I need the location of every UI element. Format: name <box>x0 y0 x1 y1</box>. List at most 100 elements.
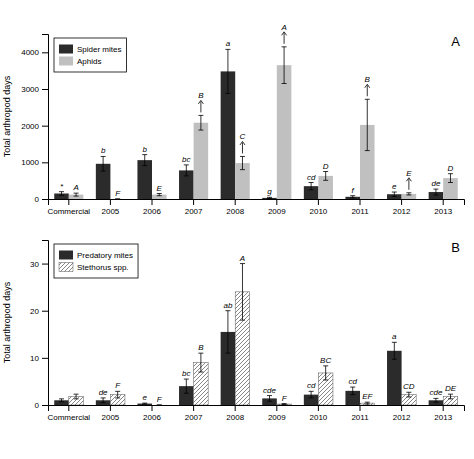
y-tick: 10 <box>30 354 48 363</box>
error-cap <box>392 192 397 193</box>
series <box>69 264 458 405</box>
y-tick: 0 <box>35 401 48 410</box>
y-axis-title: Total arthropod days <box>2 75 12 157</box>
annotation-label: de <box>431 179 440 188</box>
error-bar <box>74 193 79 196</box>
y-axis: 01000200030004000 <box>21 35 48 205</box>
x-tick: 2010 <box>310 199 328 216</box>
error-line <box>200 353 201 372</box>
legend-swatch <box>59 263 73 272</box>
error-cap <box>448 182 453 183</box>
annotation-label: B <box>365 75 371 84</box>
error-bar <box>157 194 162 196</box>
error-cap <box>157 405 162 406</box>
error-cap <box>59 191 64 192</box>
error-cap <box>240 320 245 321</box>
annotation-label: EF <box>362 392 373 401</box>
legend-label: Spider mites <box>77 45 121 54</box>
bar <box>262 198 277 199</box>
x-tick-mark <box>443 405 444 411</box>
error-cap <box>101 397 106 398</box>
error-bar <box>323 366 328 380</box>
error-bar <box>142 403 147 405</box>
error-bar <box>225 311 230 353</box>
annotation-label: f <box>352 186 355 195</box>
x-tick-mark <box>110 199 111 205</box>
x-tick-label: 2010 <box>310 413 328 422</box>
error-bar <box>448 174 453 183</box>
legend-box <box>54 38 126 72</box>
y-tick: 2000 <box>21 122 48 131</box>
x-tick-label: 2009 <box>268 413 286 422</box>
x-axis: Commercial200520062007200820092010201120… <box>47 199 464 216</box>
y-tick-label: 0 <box>35 401 40 410</box>
error-cap <box>74 193 79 194</box>
caret-arrow-head <box>240 141 245 145</box>
y-tick: 3000 <box>21 85 48 94</box>
y-tick: 4000 <box>21 48 48 57</box>
chart-root: 01000200030004000Commercial2005200620072… <box>0 0 474 459</box>
error-line <box>61 399 62 402</box>
x-tick-label: 2008 <box>226 207 244 216</box>
x-tick: 2005 <box>102 405 120 422</box>
x-axis-line <box>49 406 465 412</box>
error-cap <box>267 198 272 199</box>
annotation-label: * <box>60 182 64 191</box>
annotation-label: cd <box>307 381 316 390</box>
error-cap <box>142 404 147 405</box>
error-cap <box>365 150 370 151</box>
error-bar <box>433 189 438 195</box>
y-tick-mark <box>42 405 48 406</box>
error-cap <box>406 392 411 393</box>
x-tick-mark <box>443 199 444 205</box>
error-line <box>76 193 77 196</box>
error-cap <box>365 99 370 100</box>
x-tick-mark <box>193 199 194 205</box>
x-tick-label: 2005 <box>102 207 120 216</box>
x-tick-mark <box>401 405 402 411</box>
error-bar <box>282 403 287 405</box>
annotation-label: cd <box>307 173 316 182</box>
x-tick-label: 2009 <box>268 207 286 216</box>
x-tick: 2005 <box>102 199 120 216</box>
annotation-label: F <box>115 189 121 198</box>
error-bar <box>406 193 411 195</box>
error-cap <box>433 398 438 399</box>
error-cap <box>115 391 120 392</box>
plot-area <box>54 264 458 405</box>
annotation-label: D <box>448 164 454 173</box>
error-bar <box>240 264 245 321</box>
legend-label: Predatory mites <box>77 251 133 260</box>
annotation-label: e <box>142 393 147 402</box>
error-cap <box>225 353 230 354</box>
x-tick: 2008 <box>226 199 244 216</box>
error-line <box>435 398 436 402</box>
x-tick-mark <box>152 199 153 205</box>
error-cap <box>323 180 328 181</box>
y-tick: 0 <box>35 195 48 204</box>
error-line <box>325 366 326 380</box>
annotation-label: CD <box>403 382 415 391</box>
x-tick-label: 2012 <box>393 413 411 422</box>
legend: Spider mites Aphids <box>54 38 126 72</box>
annotation-label: a <box>226 39 231 48</box>
error-cap <box>142 165 147 166</box>
annotation-label: DE <box>445 384 457 393</box>
error-cap <box>59 195 64 196</box>
x-tick-label: 2012 <box>393 207 411 216</box>
error-cap <box>198 353 203 354</box>
error-bar <box>115 391 120 398</box>
annotation-label: cd <box>348 377 357 386</box>
error-bar <box>240 156 245 169</box>
error-line <box>200 115 201 130</box>
y-tick-mark <box>42 264 48 265</box>
error-cap <box>101 156 106 157</box>
error-line <box>311 183 312 190</box>
annotations: deebcabcdecdcdacdeFFBAFBCEFCDDE <box>99 254 457 404</box>
error-cap <box>448 394 453 395</box>
legend-label: Aphids <box>77 57 101 66</box>
error-line <box>227 311 228 353</box>
error-bar <box>309 183 314 190</box>
error-cap <box>267 197 272 198</box>
y-tick-label: 30 <box>30 260 39 269</box>
